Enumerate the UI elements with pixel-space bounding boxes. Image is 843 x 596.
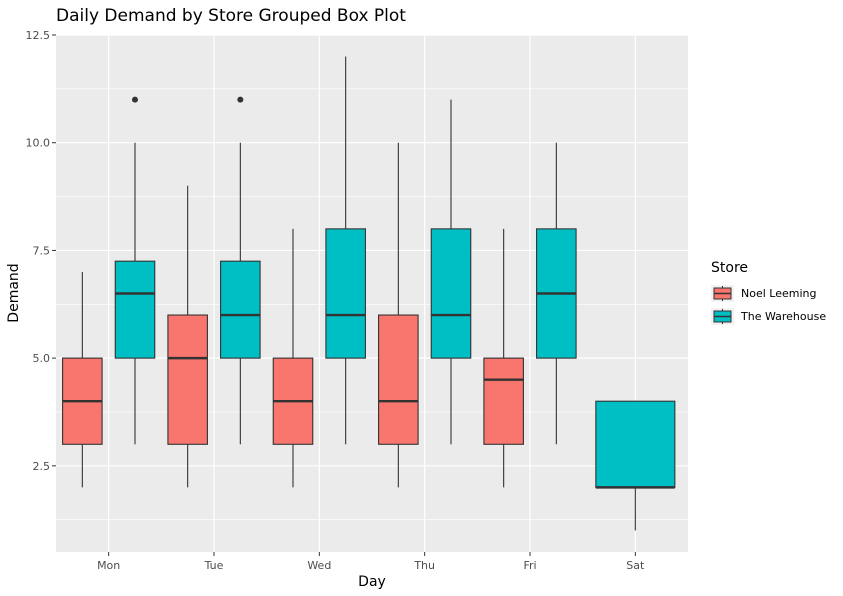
box-iqr bbox=[220, 260, 261, 359]
x-tick-label: Sat bbox=[626, 559, 645, 572]
x-tick-label: Fri bbox=[523, 559, 536, 572]
box-iqr bbox=[114, 260, 156, 359]
box-iqr bbox=[595, 400, 676, 488]
box-the-warehouse-fri bbox=[536, 142, 577, 445]
y-tick-label: 7.5 bbox=[33, 244, 51, 257]
box-noel-leeming-thu bbox=[378, 142, 419, 488]
x-axis-title: Day bbox=[358, 574, 386, 590]
legend-label: The Warehouse bbox=[740, 310, 826, 323]
box-iqr bbox=[167, 314, 208, 445]
legend-item-the-warehouse: The Warehouse bbox=[711, 308, 826, 325]
box-iqr bbox=[430, 228, 472, 359]
legend: Store Noel Leeming The Warehouse bbox=[711, 260, 826, 325]
box-the-warehouse-wed bbox=[325, 56, 366, 445]
box-series bbox=[62, 56, 676, 531]
y-tick-label: 12.5 bbox=[26, 29, 51, 42]
outlier-point bbox=[132, 96, 138, 103]
outlier-point bbox=[237, 96, 244, 103]
box-noel-leeming-fri bbox=[483, 228, 524, 488]
box-noel-leeming-mon bbox=[62, 271, 103, 488]
y-tick-label: 5.0 bbox=[33, 352, 51, 365]
box-the-warehouse-tue bbox=[220, 96, 261, 445]
y-tick-label: 2.5 bbox=[33, 460, 51, 473]
box-the-warehouse-thu bbox=[430, 99, 472, 445]
y-axis: 2.5 5.0 7.5 10.0 12.5 bbox=[26, 29, 56, 473]
box-iqr bbox=[378, 314, 419, 445]
legend-title: Store bbox=[711, 260, 748, 276]
box-noel-leeming-wed bbox=[272, 228, 314, 488]
legend-item-noel-leeming: Noel Leeming bbox=[711, 285, 816, 302]
x-tick-label: Mon bbox=[97, 559, 120, 572]
minor-gridlines bbox=[56, 88, 688, 520]
box-the-warehouse-mon bbox=[114, 96, 156, 445]
y-tick-label: 10.0 bbox=[26, 137, 51, 150]
box-iqr bbox=[325, 228, 366, 359]
box-iqr bbox=[483, 357, 524, 445]
x-tick-label: Wed bbox=[307, 559, 331, 572]
legend-label: Noel Leeming bbox=[741, 287, 816, 300]
x-tick-label: Thu bbox=[413, 559, 435, 572]
y-axis-title: Demand bbox=[6, 263, 22, 322]
major-gridlines bbox=[56, 34, 688, 552]
x-tick-label: Tue bbox=[204, 559, 224, 572]
x-axis: Mon Tue Wed Thu Fri Sat bbox=[97, 552, 645, 572]
chart-title: Daily Demand by Store Grouped Box Plot bbox=[56, 6, 406, 26]
box-noel-leeming-tue bbox=[167, 185, 208, 488]
box-the-warehouse-sat bbox=[595, 400, 676, 531]
